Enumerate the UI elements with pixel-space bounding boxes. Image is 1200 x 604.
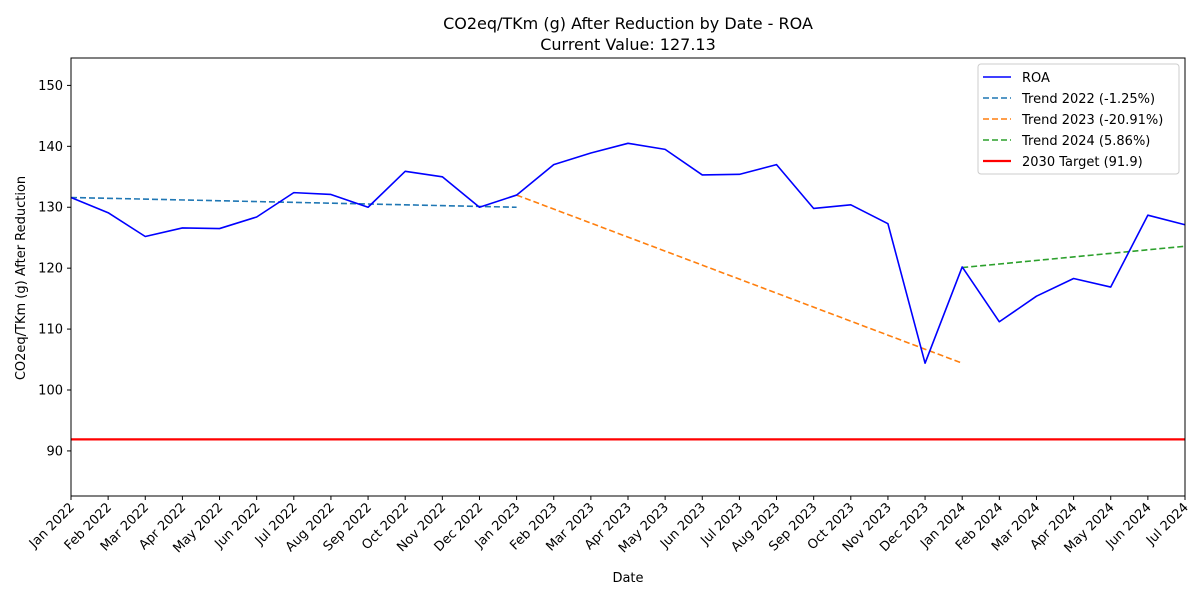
y-tick-label: 100 (38, 384, 63, 399)
y-tick-label: 90 (46, 444, 63, 459)
series-line-0 (70, 142, 1186, 365)
legend-label: Trend 2022 (-1.25%) (1021, 92, 1155, 107)
y-axis-label: CO2eq/TKm (g) After Reduction (14, 176, 29, 380)
y-tick-label: 110 (38, 323, 63, 338)
legend-label: Trend 2023 (-20.91%) (1021, 113, 1163, 128)
x-axis-label: Date (612, 571, 643, 586)
legend-label: 2030 Target (91.9) (1022, 155, 1143, 170)
legend-label: Trend 2024 (5.86%) (1021, 134, 1150, 149)
y-tick-label: 130 (38, 201, 63, 216)
series-line-3 (962, 245, 1186, 269)
y-tick-label: 120 (38, 262, 63, 277)
series-line-2 (516, 194, 963, 364)
y-tick-label: 140 (38, 140, 63, 155)
chart-title: CO2eq/TKm (g) After Reduction by Date - … (443, 14, 813, 33)
y-tick-label: 150 (38, 79, 63, 94)
legend-box (977, 63, 1180, 175)
series-line-1 (70, 196, 517, 209)
legend-label: ROA (1022, 71, 1050, 86)
chart-subtitle: Current Value: 127.13 (540, 35, 716, 54)
